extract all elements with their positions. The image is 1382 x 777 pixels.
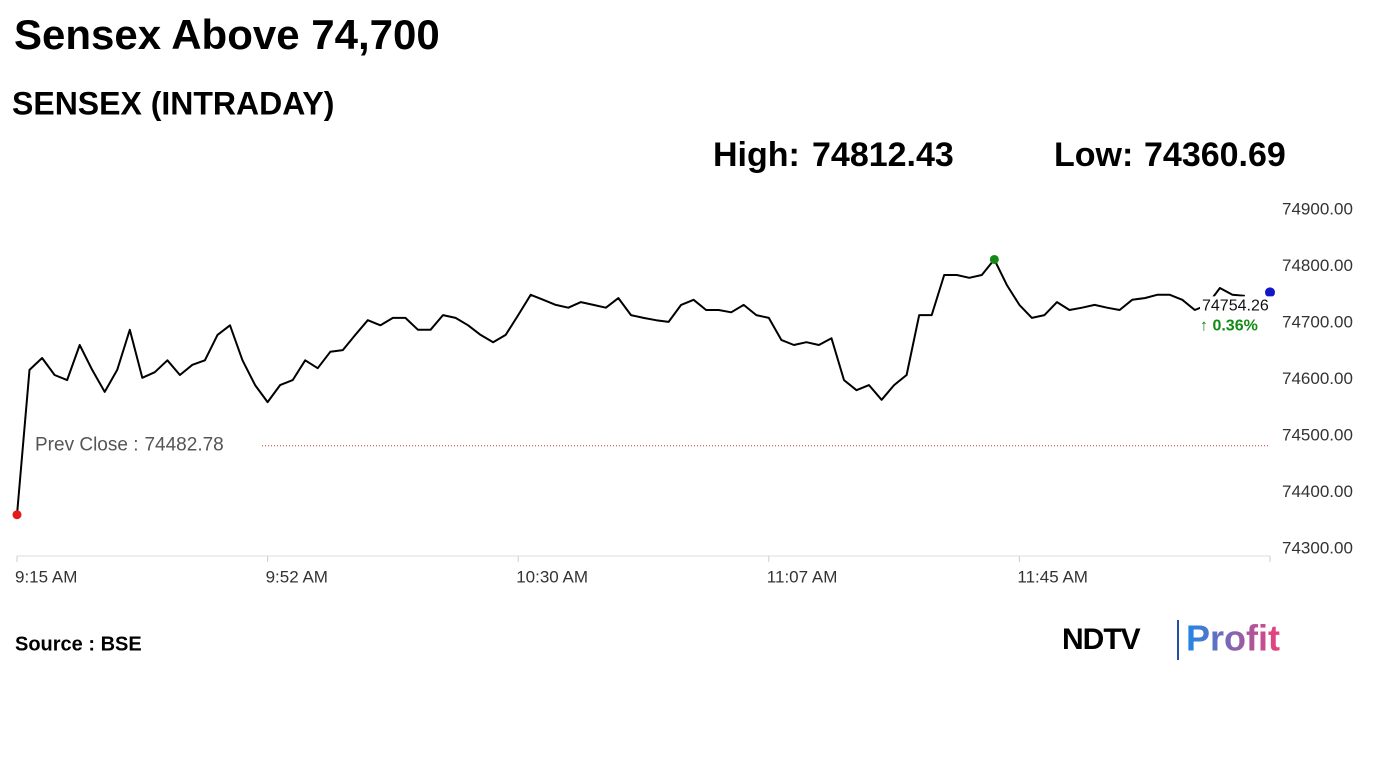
y-tick-label: 74800.00 — [1282, 256, 1353, 275]
source: Source : BSE — [15, 633, 142, 655]
high-marker — [989, 254, 999, 264]
x-tick-label: 9:15 AM — [15, 567, 77, 586]
y-tick-label: 74900.00 — [1282, 199, 1353, 218]
y-tick-label: 74700.00 — [1282, 312, 1353, 331]
prev-close-text: Prev Close : — [35, 435, 138, 456]
low-value: 74360.69 — [1144, 136, 1286, 174]
prev-close-value: 74482.78 — [144, 435, 223, 456]
high-value: 74812.43 — [812, 136, 954, 174]
last-value-label: 74754.26 — [1202, 298, 1269, 315]
chart-title: Sensex Above 74,700 — [14, 11, 440, 58]
x-tick-label: 9:52 AM — [266, 567, 328, 586]
y-tick-label: 74600.00 — [1282, 369, 1353, 388]
y-tick-label: 74500.00 — [1282, 425, 1353, 444]
last-label-bg — [1200, 296, 1276, 337]
x-tick-label: 11:07 AM — [767, 567, 838, 586]
chart-subtitle: SENSEX (INTRADAY) — [12, 85, 334, 121]
high-label: High: — [713, 136, 800, 174]
brand-ndtv: NDTV — [1062, 623, 1141, 656]
prev-close-label: Prev Close : 74482.78 — [35, 435, 224, 456]
brand-profit: Profit — [1186, 618, 1280, 659]
low-label: Low: — [1054, 136, 1133, 174]
last-marker — [1265, 287, 1275, 298]
price-line — [16, 258, 1245, 515]
x-tick-label: 11:45 AM — [1017, 567, 1088, 586]
low-marker — [12, 510, 22, 520]
y-tick-label: 74400.00 — [1282, 482, 1353, 501]
change-label: ↑ 0.36% — [1200, 318, 1258, 335]
y-tick-label: 74300.00 — [1282, 538, 1353, 557]
x-tick-label: 10:30 AM — [516, 567, 588, 586]
